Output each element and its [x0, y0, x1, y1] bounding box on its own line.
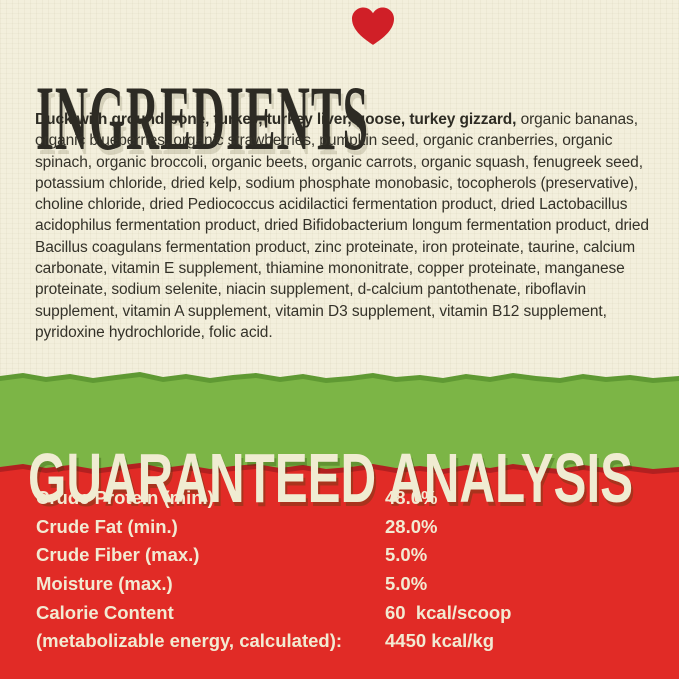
row-label: Calorie Content	[36, 601, 174, 623]
ingredients-title: INGREDIENTS	[36, 66, 370, 169]
table-row: Calorie Content 60 kcal/scoop	[36, 598, 643, 627]
row-label: Crude Fat (min.)	[36, 515, 178, 537]
row-label: (metabolizable energy, calculated):	[36, 630, 343, 652]
row-label: Moisture (max.)	[36, 573, 173, 595]
row-value: 48.0%	[385, 487, 438, 509]
analysis-table: Crude Protein (min.) 48.0% Crude Fat (mi…	[36, 484, 643, 656]
row-value: 4450 kcal/kg	[385, 630, 495, 652]
table-row: Crude Fat (min.) 28.0%	[36, 513, 643, 542]
table-row: (metabolizable energy, calculated): 4450…	[36, 627, 643, 656]
ingredients-lead: Duck with ground bone, turkey, turkey li…	[35, 111, 517, 128]
row-value: 5.0%	[385, 573, 428, 595]
torn-edge-bands	[0, 372, 679, 679]
table-row: Moisture (max.) 5.0%	[36, 570, 643, 599]
row-label: Crude Protein (min.)	[36, 487, 214, 509]
ingredients-paragraph: Duck with ground bone, turkey, turkey li…	[35, 109, 650, 343]
row-label: Crude Fiber (max.)	[36, 544, 200, 566]
guaranteed-analysis-title: GUARANTEED ANALYSIS	[28, 439, 634, 518]
row-value: 5.0%	[385, 544, 428, 566]
heart-icon	[352, 7, 394, 45]
row-value: 28.0%	[385, 515, 438, 537]
row-value: 60 kcal/scoop	[385, 601, 512, 623]
table-row: Crude Protein (min.) 48.0%	[36, 484, 643, 513]
table-row: Crude Fiber (max.) 5.0%	[36, 541, 643, 570]
ingredients-body: organic bananas, organic blueberries, or…	[35, 111, 649, 341]
